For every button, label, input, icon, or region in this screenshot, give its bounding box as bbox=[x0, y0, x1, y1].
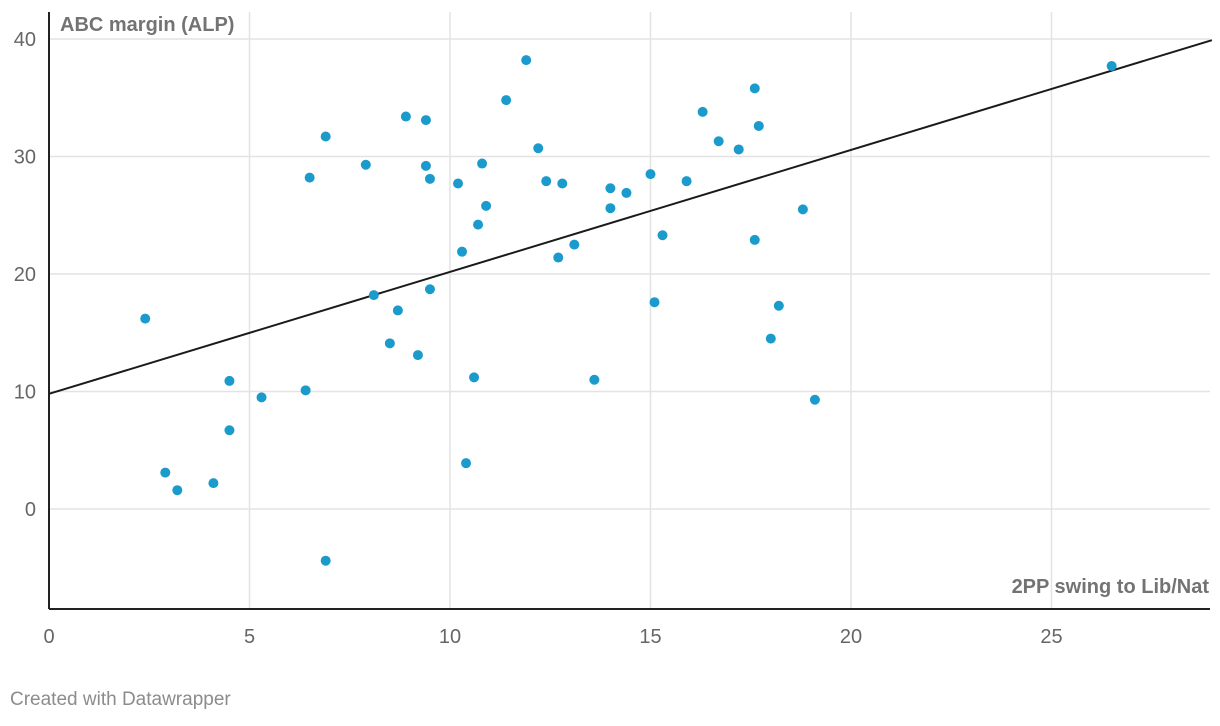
data-point bbox=[469, 372, 480, 383]
y-tick-label: 20 bbox=[14, 264, 36, 286]
y-tick-label: 40 bbox=[14, 29, 36, 51]
data-point bbox=[569, 239, 580, 250]
data-point bbox=[453, 178, 464, 189]
data-point bbox=[541, 176, 552, 187]
x-axis-title: 2PP swing to Lib/Nat bbox=[1012, 576, 1210, 598]
y-axis-title: ABC margin (ALP) bbox=[60, 14, 234, 36]
tick-labels: 0 5 10 15 20 25 0 10 20 30 40 bbox=[14, 29, 1063, 648]
x-tick-label: 5 bbox=[244, 626, 255, 648]
data-point bbox=[733, 144, 744, 155]
data-point bbox=[621, 187, 632, 198]
data-point bbox=[420, 160, 431, 171]
data-point bbox=[681, 176, 692, 187]
data-point bbox=[420, 115, 431, 126]
gridlines bbox=[49, 12, 1210, 609]
data-point bbox=[172, 485, 183, 496]
data-point bbox=[224, 375, 235, 386]
data-point bbox=[473, 219, 484, 230]
data-point bbox=[300, 385, 311, 396]
data-point bbox=[457, 246, 468, 257]
data-point bbox=[384, 338, 395, 349]
data-point bbox=[477, 158, 488, 169]
data-point bbox=[424, 173, 435, 184]
data-point bbox=[753, 120, 764, 131]
data-point bbox=[1106, 61, 1117, 72]
data-point bbox=[368, 290, 379, 301]
y-tick-label: 0 bbox=[25, 499, 36, 521]
datawrapper-credit: Created with Datawrapper bbox=[10, 689, 231, 710]
x-tick-label: 20 bbox=[840, 626, 862, 648]
x-tick-label: 10 bbox=[439, 626, 461, 648]
trend-line bbox=[48, 39, 1213, 395]
data-point bbox=[304, 172, 315, 183]
data-point bbox=[553, 252, 564, 263]
data-point bbox=[773, 300, 784, 311]
data-point bbox=[360, 159, 371, 170]
data-point bbox=[589, 374, 600, 385]
data-point bbox=[809, 394, 820, 405]
y-tick-label: 10 bbox=[14, 382, 36, 404]
data-point bbox=[797, 204, 808, 215]
data-point bbox=[533, 143, 544, 154]
data-point bbox=[605, 203, 616, 214]
data-point bbox=[713, 136, 724, 147]
data-point bbox=[557, 178, 568, 189]
data-point bbox=[400, 111, 411, 122]
data-point bbox=[521, 55, 532, 66]
data-point bbox=[749, 83, 760, 94]
data-point bbox=[320, 131, 331, 142]
data-point bbox=[749, 234, 760, 245]
data-point bbox=[657, 230, 668, 241]
data-point bbox=[256, 392, 267, 403]
data-point bbox=[140, 313, 151, 324]
x-tick-label: 0 bbox=[43, 626, 54, 648]
data-point bbox=[765, 333, 776, 344]
x-tick-label: 25 bbox=[1040, 626, 1062, 648]
data-point bbox=[645, 169, 656, 180]
data-point bbox=[424, 284, 435, 295]
data-point bbox=[461, 458, 472, 469]
data-point bbox=[392, 305, 403, 316]
y-tick-label: 30 bbox=[14, 147, 36, 169]
data-point bbox=[481, 200, 492, 211]
data-point bbox=[412, 350, 423, 361]
data-point bbox=[208, 478, 219, 489]
x-tick-label: 15 bbox=[639, 626, 661, 648]
data-point bbox=[697, 106, 708, 117]
data-point bbox=[224, 425, 235, 436]
data-point bbox=[501, 95, 512, 106]
data-point bbox=[320, 555, 331, 566]
data-point bbox=[649, 297, 660, 308]
data-point bbox=[605, 183, 616, 194]
data-points bbox=[140, 55, 1117, 566]
data-point bbox=[160, 467, 171, 478]
